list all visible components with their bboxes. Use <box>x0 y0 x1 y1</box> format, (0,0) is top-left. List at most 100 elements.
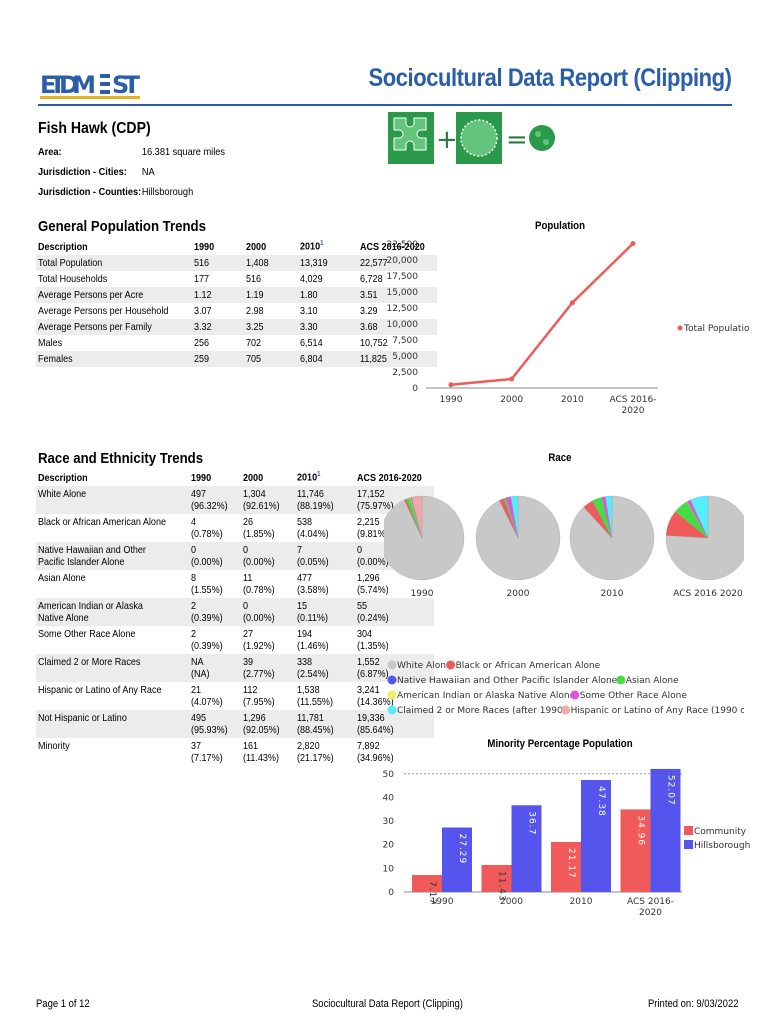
cell-count: 8 <box>190 572 196 584</box>
table-row: Hispanic or Latino of Any Race 21 (4.07%) 1… <box>36 682 434 710</box>
x-tick-label: 1990 <box>431 897 454 907</box>
row-label: Minority <box>38 740 70 752</box>
cell-percent: (0.39%) <box>190 640 223 652</box>
svg-text:ETDM: ETDM <box>40 71 96 99</box>
table-row: White Alone 497 (96.32%) 1,304 (92.61%) 11,74… <box>36 486 435 514</box>
bar-value-label: 21.17 <box>566 848 576 879</box>
clip-shape-icon <box>456 112 502 164</box>
legend-marker <box>677 325 683 331</box>
area-row: Area: 16.381 square miles <box>38 146 225 158</box>
table-row: Asian Alone 8 (1.55%) 11 (0.78%) 477 (3.58%) 1,… <box>36 570 434 598</box>
race-table: Description 1990 2000 20101 ACS 2016-202… <box>36 469 435 766</box>
header-divider <box>38 104 732 106</box>
table-row: Average Persons per Family 3.32 3.25 3.30 3.… <box>36 319 437 335</box>
cell-count: 11,746 <box>296 488 324 500</box>
cell-count: 338 <box>296 656 312 668</box>
row-label: Black or African American Alone <box>38 516 166 528</box>
cell-percent: (11.55%) <box>296 696 333 708</box>
row-label: Claimed 2 or More Races <box>38 656 141 668</box>
table-row: Females 259 705 6,804 11,825 <box>36 351 437 367</box>
table-row: Native Hawaiian and Other Pacific Islande… <box>36 542 435 570</box>
footer-page-number: Page 1 of 12 <box>36 998 90 1010</box>
row-label: White Alone <box>38 488 87 500</box>
data-point <box>630 241 636 247</box>
cell-count: 11 <box>242 572 253 584</box>
cell-percent: (14.36%) <box>356 696 394 708</box>
population-section-title: General Population Trends <box>38 218 206 235</box>
cell-count: 19,336 <box>356 712 385 724</box>
col-2010: 20101 <box>299 240 324 253</box>
cell-count: 39 <box>242 656 253 668</box>
cell-count: 15 <box>296 600 307 612</box>
cell-count: 7 <box>296 544 302 556</box>
table-row: Average Persons per Household 3.07 2.98 3.1… <box>36 303 437 319</box>
cell-percent: (0.00%) <box>356 556 389 568</box>
cell-percent: (1.46%) <box>296 640 329 652</box>
data-point <box>509 376 515 382</box>
cell-percent: (0.05%) <box>296 556 329 568</box>
cell-count: 1,304 <box>242 488 266 500</box>
cell-count: NA <box>190 656 204 668</box>
cell-value: 1.80 <box>299 289 318 301</box>
bar-value-label: 36.7 <box>527 811 537 835</box>
y-tick-label: 17,500 <box>387 272 419 282</box>
row-label: Average Persons per Household <box>38 305 169 317</box>
x-tick-label: 2000 <box>500 395 523 405</box>
place-title: Fish Hawk (CDP) <box>38 120 151 137</box>
data-point <box>448 382 454 388</box>
population-header-row: Description 1990 2000 20101 ACS 2016-202… <box>36 238 437 255</box>
svg-text:=: = <box>506 125 528 155</box>
jurisdiction-cities-row: Jurisdiction - Cities: NA <box>38 166 155 178</box>
jurisdiction-counties-label: Jurisdiction - Counties: <box>38 186 142 198</box>
footnote-link[interactable]: 1 <box>319 240 324 248</box>
legend-marker <box>446 660 456 670</box>
y-tick-label: 0 <box>412 384 418 394</box>
cell-percent: (4.04%) <box>296 528 329 540</box>
row-label: Some Other Race Alone <box>38 628 136 640</box>
cell-count: 1,538 <box>296 684 320 696</box>
cell-value: 1,408 <box>245 257 269 269</box>
legend-label: Black or African American Alone <box>456 661 601 671</box>
cell-count: 2 <box>190 628 196 640</box>
cell-value: 3.68 <box>359 321 378 333</box>
cell-value: 3.32 <box>193 321 212 333</box>
table-row: Males 256 702 6,514 10,752 <box>36 335 437 351</box>
cell-value: 3.30 <box>299 321 318 333</box>
footnote-link[interactable]: 1 <box>316 471 321 479</box>
y-tick-label: 40 <box>383 793 395 803</box>
table-row: Not Hispanic or Latino 495 (95.93%) 1,296 (9… <box>36 710 435 738</box>
jurisdiction-cities-label: Jurisdiction - Cities: <box>38 166 127 178</box>
cell-percent: (92.61%) <box>242 500 280 512</box>
x-tick-label: ACS 2016- <box>609 395 656 405</box>
bar-value-label: 52.07 <box>666 775 676 806</box>
minority-chart-title: Minority Percentage Population <box>487 738 633 750</box>
jurisdiction-cities-value: NA <box>141 166 155 178</box>
pie-slice <box>411 495 423 539</box>
population-line-chart: 0 2,500 5,000 7,500 10,000 12,500 15,000 17,500… <box>387 240 751 416</box>
col-2000: 2000 <box>242 471 263 484</box>
bar-value-label: 47.38 <box>596 786 606 817</box>
cell-value: 6,514 <box>299 337 323 349</box>
cell-value: 4,029 <box>299 273 323 285</box>
cell-value: 516 <box>193 257 209 269</box>
cell-value: 259 <box>193 353 209 365</box>
cell-value: 11,825 <box>359 353 387 365</box>
legend-marker <box>616 675 626 685</box>
row-label: Native Alone <box>38 612 89 624</box>
cell-percent: (9.81%) <box>356 528 389 540</box>
race-chart-title: Race <box>548 452 572 464</box>
legend-label: Community <box>694 827 747 837</box>
cell-percent: (NA) <box>190 668 210 680</box>
pie-1 <box>475 495 561 581</box>
cell-percent: (0.00%) <box>242 556 275 568</box>
col-2000: 2000 <box>245 240 266 253</box>
cell-percent: (1.35%) <box>356 640 389 652</box>
race-section-title: Race and Ethnicity Trends <box>38 450 204 467</box>
y-tick-label: 10 <box>383 864 395 874</box>
bar-hillsborough <box>511 805 542 892</box>
y-tick-label: 5,000 <box>392 352 418 362</box>
footer-report-name: Sociocultural Data Report (Clipping) <box>312 998 463 1010</box>
cell-value: 6,804 <box>299 353 323 365</box>
legend-label: Native Hawaiian and Other Pacific Island… <box>397 676 618 686</box>
legend-marker <box>684 840 693 849</box>
